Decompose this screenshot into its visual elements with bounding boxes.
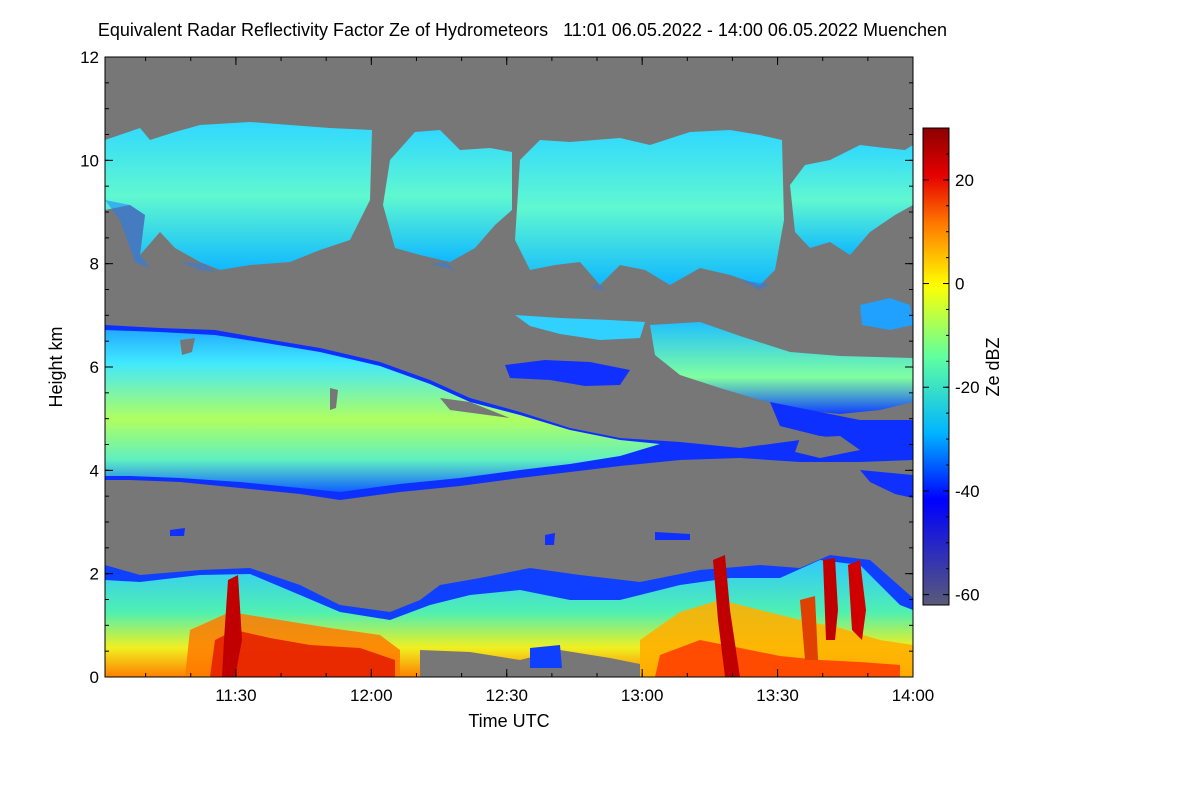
reflectivity-field [105,122,913,677]
x-tick-label: 13:30 [756,686,799,705]
colorbar-tick-label: -40 [955,482,980,501]
y-tick-label: 12 [80,48,99,67]
x-axis-label: Time UTC [468,711,549,731]
y-axis-label: Height km [46,326,66,407]
x-tick-label: 12:30 [485,686,528,705]
x-tick-label: 14:00 [892,686,935,705]
colorbar-label: Ze dBZ [983,337,1003,396]
x-tick-label: 13:00 [621,686,664,705]
colorbar-axis: 20 0 -20 -40 -60 [923,127,980,605]
y-tick-label: 10 [80,151,99,170]
y-tick-label: 6 [90,358,99,377]
cirrus-layer [105,122,913,290]
y-tick-label: 4 [90,461,99,480]
colorbar-tick-label: -20 [955,378,980,397]
colorbar [922,127,950,606]
x-axis: 11:30 12:00 12:30 13:00 13:30 14:00 [145,57,935,705]
x-tick-label: 12:00 [350,686,393,705]
y-tick-label: 2 [90,565,99,584]
y-axis: 0 2 4 6 8 10 12 [80,48,913,687]
mid-level-cloud-layer [105,298,913,545]
colorbar-tick-label: 20 [955,171,974,190]
colorbar-tick-label: -60 [955,586,980,605]
y-tick-label: 8 [90,255,99,274]
y-tick-label: 0 [90,668,99,687]
chart-title: Equivalent Radar Reflectivity Factor Ze … [97,20,948,40]
x-tick-label: 11:30 [215,686,256,705]
colorbar-tick-label: 0 [955,275,964,294]
low-level-precip-layer [105,555,913,677]
